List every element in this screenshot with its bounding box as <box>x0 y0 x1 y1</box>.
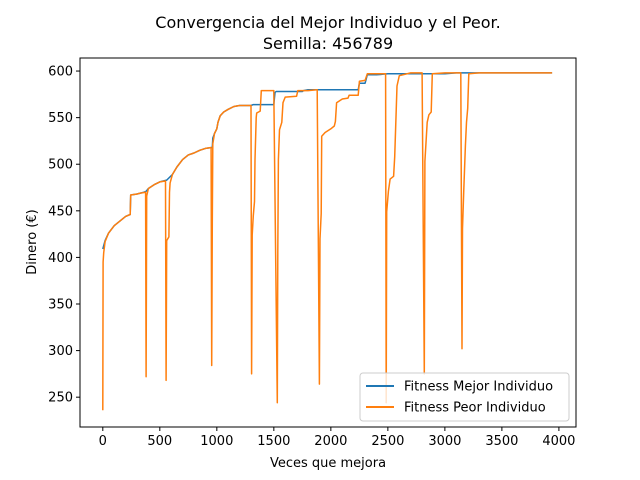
y-tick-label-3: 400 <box>48 251 73 266</box>
series-line-1 <box>102 72 553 411</box>
x-tick-label-5: 2500 <box>371 434 404 449</box>
y-tick-label-2: 350 <box>48 298 73 313</box>
y-axis-label: Dinero (€) <box>25 209 40 274</box>
y-tick-label-0: 250 <box>48 391 73 406</box>
y-tick-label-5: 500 <box>48 158 73 173</box>
y-tick-label-1: 300 <box>48 344 73 359</box>
x-axis-ticks: 0 500 1000 1500 2000 2500 3000 3500 4000 <box>99 427 575 449</box>
series-layer <box>102 72 553 411</box>
x-tick-label-4: 2000 <box>314 434 347 449</box>
chart-subtitle: Semilla: 456789 <box>263 34 393 53</box>
x-tick-label-1: 500 <box>147 434 172 449</box>
x-tick-label-6: 3000 <box>428 434 461 449</box>
y-tick-label-7: 600 <box>48 65 73 80</box>
x-axis-label: Veces que mejora <box>270 456 386 471</box>
chart-title: Convergencia del Mejor Individuo y el Pe… <box>155 13 500 32</box>
legend: Fitness Mejor Individuo Fitness Peor Ind… <box>359 372 570 422</box>
x-tick-label-8: 4000 <box>542 434 575 449</box>
legend-box <box>359 372 570 422</box>
y-tick-label-6: 550 <box>48 111 73 126</box>
legend-label-peor: Fitness Peor Individuo <box>404 401 546 416</box>
x-tick-label-3: 1500 <box>257 434 290 449</box>
y-axis-ticks: 250 300 350 400 450 500 550 600 <box>48 65 80 406</box>
x-tick-label-0: 0 <box>99 434 107 449</box>
series-line-0 <box>102 72 553 250</box>
x-tick-label-2: 1000 <box>200 434 233 449</box>
plot-frame <box>79 57 577 428</box>
y-tick-label-4: 450 <box>48 204 73 219</box>
x-tick-label-7: 3500 <box>485 434 518 449</box>
legend-label-mejor: Fitness Mejor Individuo <box>404 380 553 395</box>
